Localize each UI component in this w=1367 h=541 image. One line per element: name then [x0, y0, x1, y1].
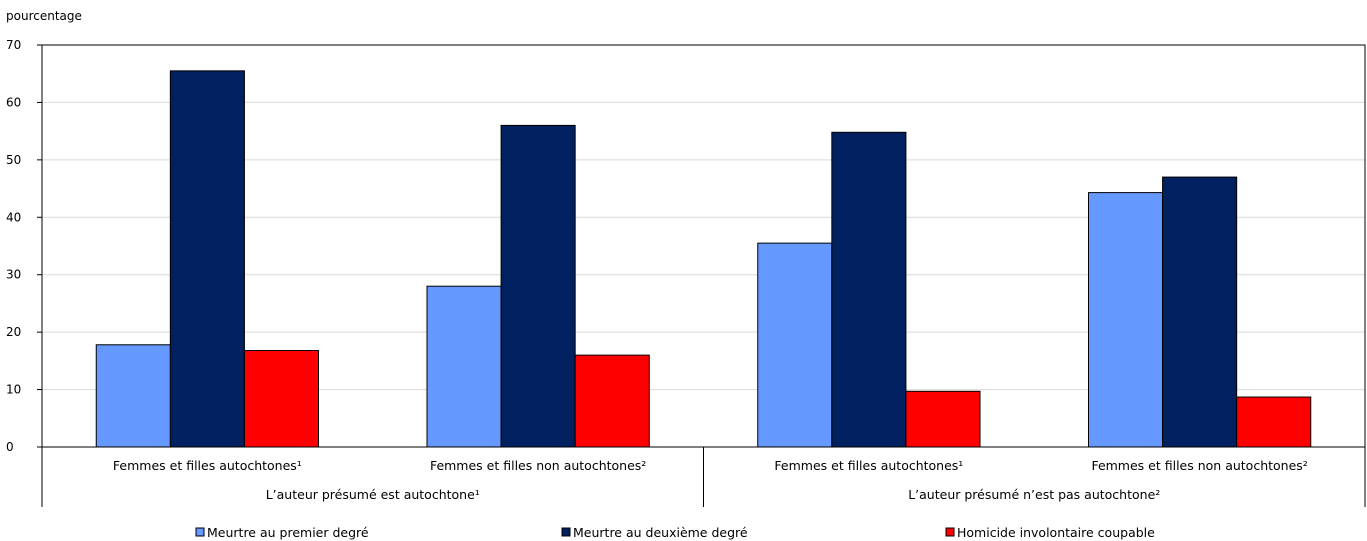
bar — [426, 285, 502, 448]
axis-labels: 0 10 20 30 40 50 60 70 Femmes et filles autochto… — [6, 38, 1308, 502]
x-group-label: L’auteur présumé est autochtone¹ — [266, 487, 480, 502]
bar — [905, 390, 981, 448]
legend-swatch — [561, 527, 571, 537]
axes — [37, 44, 1366, 507]
x-group-label: L’auteur présumé n’est pas autochtone² — [908, 487, 1160, 502]
bar — [1236, 396, 1312, 448]
legend-swatch — [945, 527, 955, 537]
bar — [500, 124, 576, 448]
y-axis-unit-label: pourcentage — [6, 9, 82, 23]
x-category-label: Femmes et filles autochtones¹ — [113, 458, 302, 473]
y-tick-label: 30 — [6, 268, 21, 282]
x-category-label: Femmes et filles non autochtones² — [430, 458, 646, 473]
x-category-label: Femmes et filles non autochtones² — [1091, 458, 1307, 473]
bar — [1087, 192, 1164, 448]
bar — [757, 242, 833, 448]
legend-swatch — [195, 527, 205, 537]
y-tick-label: 20 — [6, 325, 21, 339]
y-tick-label: 70 — [6, 38, 21, 52]
y-tick-label: 0 — [6, 440, 14, 454]
y-tick-label: 50 — [6, 153, 21, 167]
legend-label: Meurtre au deuxième degré — [573, 525, 748, 540]
bars — [95, 70, 1312, 448]
y-tick-label: 60 — [6, 95, 21, 109]
legend-label: Homicide involontaire coupable — [957, 525, 1155, 540]
bar — [574, 354, 650, 448]
x-category-label: Femmes et filles autochtones¹ — [774, 458, 963, 473]
bar — [169, 70, 245, 448]
legend-label: Meurtre au premier degré — [207, 525, 369, 540]
bar — [831, 131, 907, 448]
y-tick-label: 40 — [6, 210, 21, 224]
y-tick-label: 10 — [6, 383, 21, 397]
legend: Meurtre au premier degré Meurtre au deuxi… — [195, 525, 1155, 540]
bar — [243, 350, 320, 448]
bar — [1162, 176, 1238, 448]
bar — [95, 344, 171, 448]
